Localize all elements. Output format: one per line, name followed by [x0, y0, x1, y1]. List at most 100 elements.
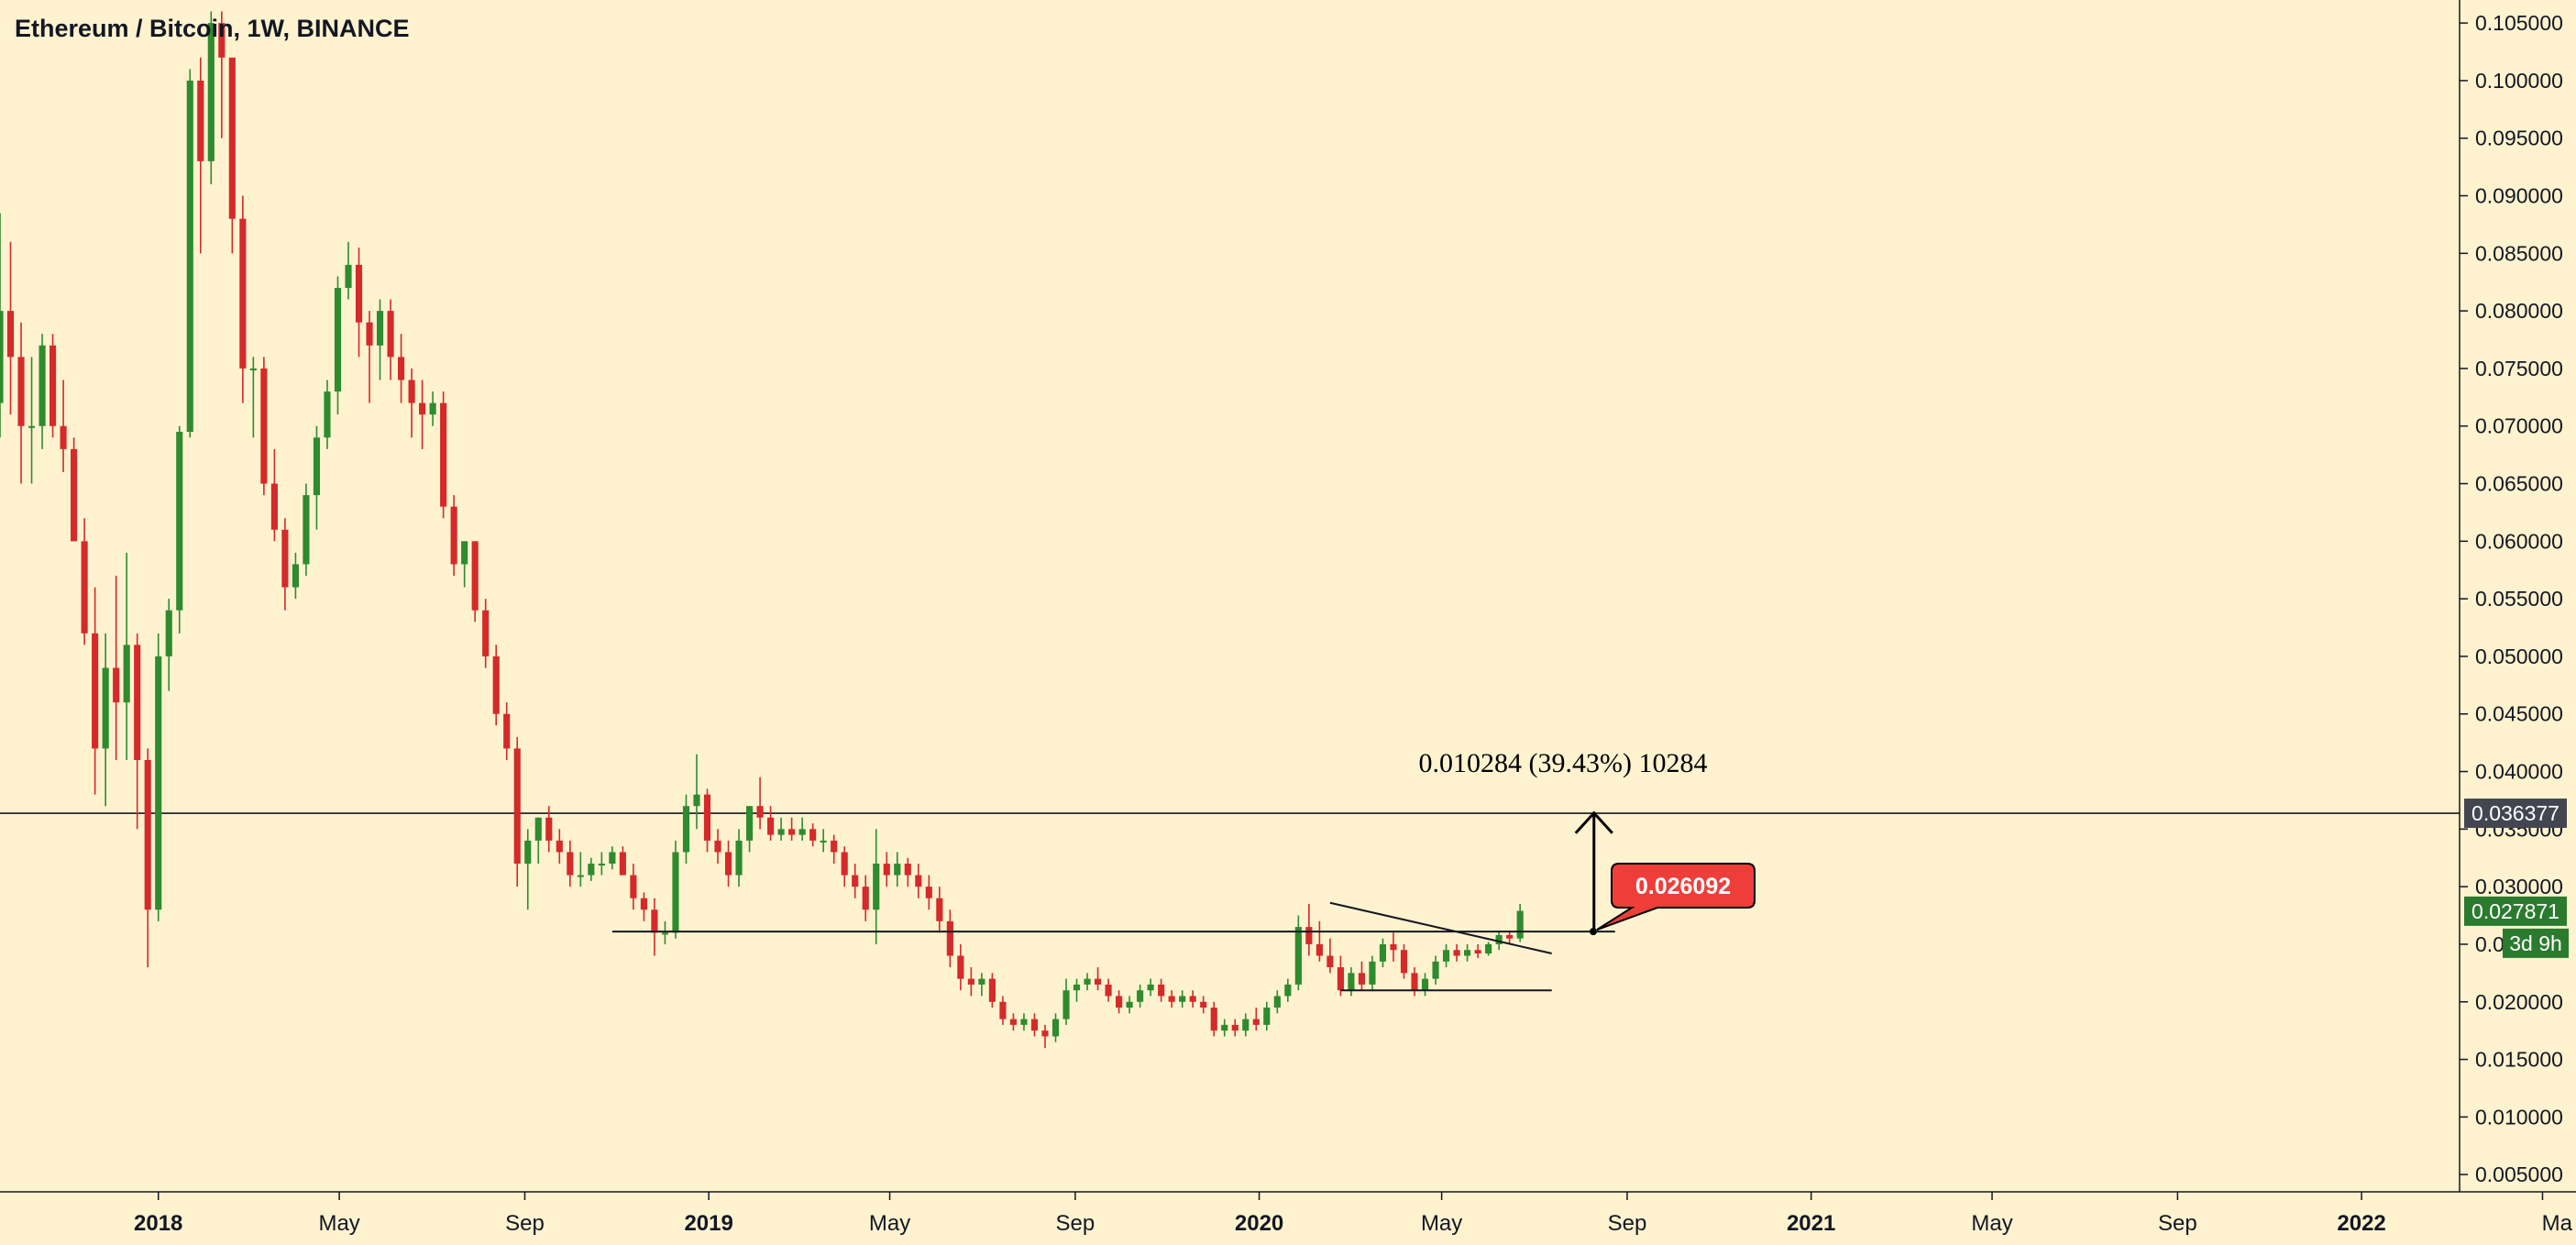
x-tick-label: Ma	[2542, 1211, 2573, 1236]
candle-body	[988, 978, 996, 1002]
candle-body	[852, 875, 859, 887]
candle-body	[534, 817, 542, 841]
x-tick-label: May	[869, 1211, 910, 1236]
candle-body	[904, 864, 911, 876]
candle-body	[936, 898, 943, 921]
candle-body	[144, 759, 151, 910]
candle-body	[1252, 1019, 1260, 1025]
candle	[798, 817, 806, 841]
candle-body	[1294, 927, 1302, 985]
candle	[281, 518, 289, 611]
candle	[1030, 1013, 1039, 1037]
candle-body	[71, 448, 78, 542]
candle	[1516, 903, 1524, 942]
candle-body	[820, 840, 827, 843]
candle	[735, 829, 743, 887]
candle-body	[1009, 1019, 1018, 1025]
candle	[482, 599, 490, 668]
candle-body	[1041, 1030, 1049, 1037]
candle-body	[862, 887, 869, 910]
candle-body	[745, 806, 754, 841]
candle-body	[1242, 1019, 1249, 1031]
candle	[1041, 1024, 1049, 1048]
candle-body	[324, 391, 331, 438]
candle	[883, 852, 890, 887]
candle-body	[1189, 996, 1196, 1002]
y-tick-label: 0.060000	[2475, 529, 2563, 553]
candle-body	[1474, 950, 1481, 953]
x-tick-label: 2018	[134, 1211, 182, 1236]
candle	[144, 748, 151, 968]
candle	[1062, 978, 1070, 1025]
y-tick-label: 0.070000	[2475, 414, 2563, 438]
candle	[661, 920, 669, 944]
candle	[1200, 996, 1207, 1014]
x-tick-label: May	[1421, 1211, 1462, 1236]
candle	[113, 576, 120, 760]
candle	[218, 11, 226, 138]
candle	[703, 788, 711, 853]
candle-body	[102, 667, 109, 749]
candle-body	[1030, 1019, 1039, 1031]
candle-body	[1126, 1001, 1133, 1008]
x-tick-label: Sep	[2158, 1211, 2197, 1236]
candle-body	[1432, 961, 1439, 979]
candle-body	[387, 311, 394, 358]
candle-body	[1506, 934, 1514, 939]
candle-body	[197, 80, 204, 161]
candle-body	[1464, 950, 1471, 956]
candle	[492, 645, 500, 726]
candle	[577, 852, 584, 887]
candle	[1485, 942, 1492, 956]
callout-label: 0.026092	[1635, 874, 1731, 899]
candle-body	[735, 840, 743, 876]
candle	[672, 840, 679, 939]
candle	[239, 195, 247, 403]
candle-body	[450, 506, 457, 565]
candle	[155, 633, 162, 921]
candle	[534, 817, 542, 865]
candle-body	[1168, 996, 1175, 1002]
candle	[1252, 1008, 1260, 1031]
candle-body	[303, 495, 310, 565]
candle-body	[165, 610, 172, 656]
candle-body	[398, 357, 405, 380]
candle-body	[60, 425, 67, 449]
candle-body	[1221, 1024, 1228, 1031]
callout-bubble	[1596, 863, 1756, 931]
candle	[567, 840, 574, 887]
y-tick-label: 0.055000	[2475, 587, 2563, 611]
candle-body	[39, 345, 46, 426]
candle	[1273, 990, 1281, 1014]
candle	[904, 857, 911, 887]
countdown-badge	[2503, 928, 2569, 958]
candle-body	[1358, 973, 1366, 985]
candle	[419, 380, 426, 449]
candle	[745, 806, 754, 853]
candle-body	[1200, 1001, 1207, 1008]
candle-body	[1421, 978, 1429, 991]
candle	[450, 495, 457, 577]
candle	[767, 806, 775, 841]
y-tick-label: 0.015000	[2475, 1048, 2563, 1072]
candle-body	[218, 23, 226, 58]
candle-body	[492, 656, 500, 714]
candle	[873, 829, 880, 944]
candle-body	[894, 864, 901, 876]
candle	[1284, 978, 1292, 1002]
candle-body	[1348, 973, 1355, 991]
candle	[1369, 955, 1376, 991]
candle	[777, 817, 785, 841]
candle	[894, 852, 901, 887]
x-tick-label: 2022	[2337, 1211, 2385, 1236]
candle	[693, 754, 700, 830]
candle	[398, 334, 405, 403]
candle	[134, 633, 141, 830]
candle-body	[355, 264, 363, 323]
candle	[1411, 967, 1418, 997]
candle-body	[1316, 943, 1323, 956]
candle	[270, 448, 278, 542]
candle-body	[957, 955, 964, 979]
